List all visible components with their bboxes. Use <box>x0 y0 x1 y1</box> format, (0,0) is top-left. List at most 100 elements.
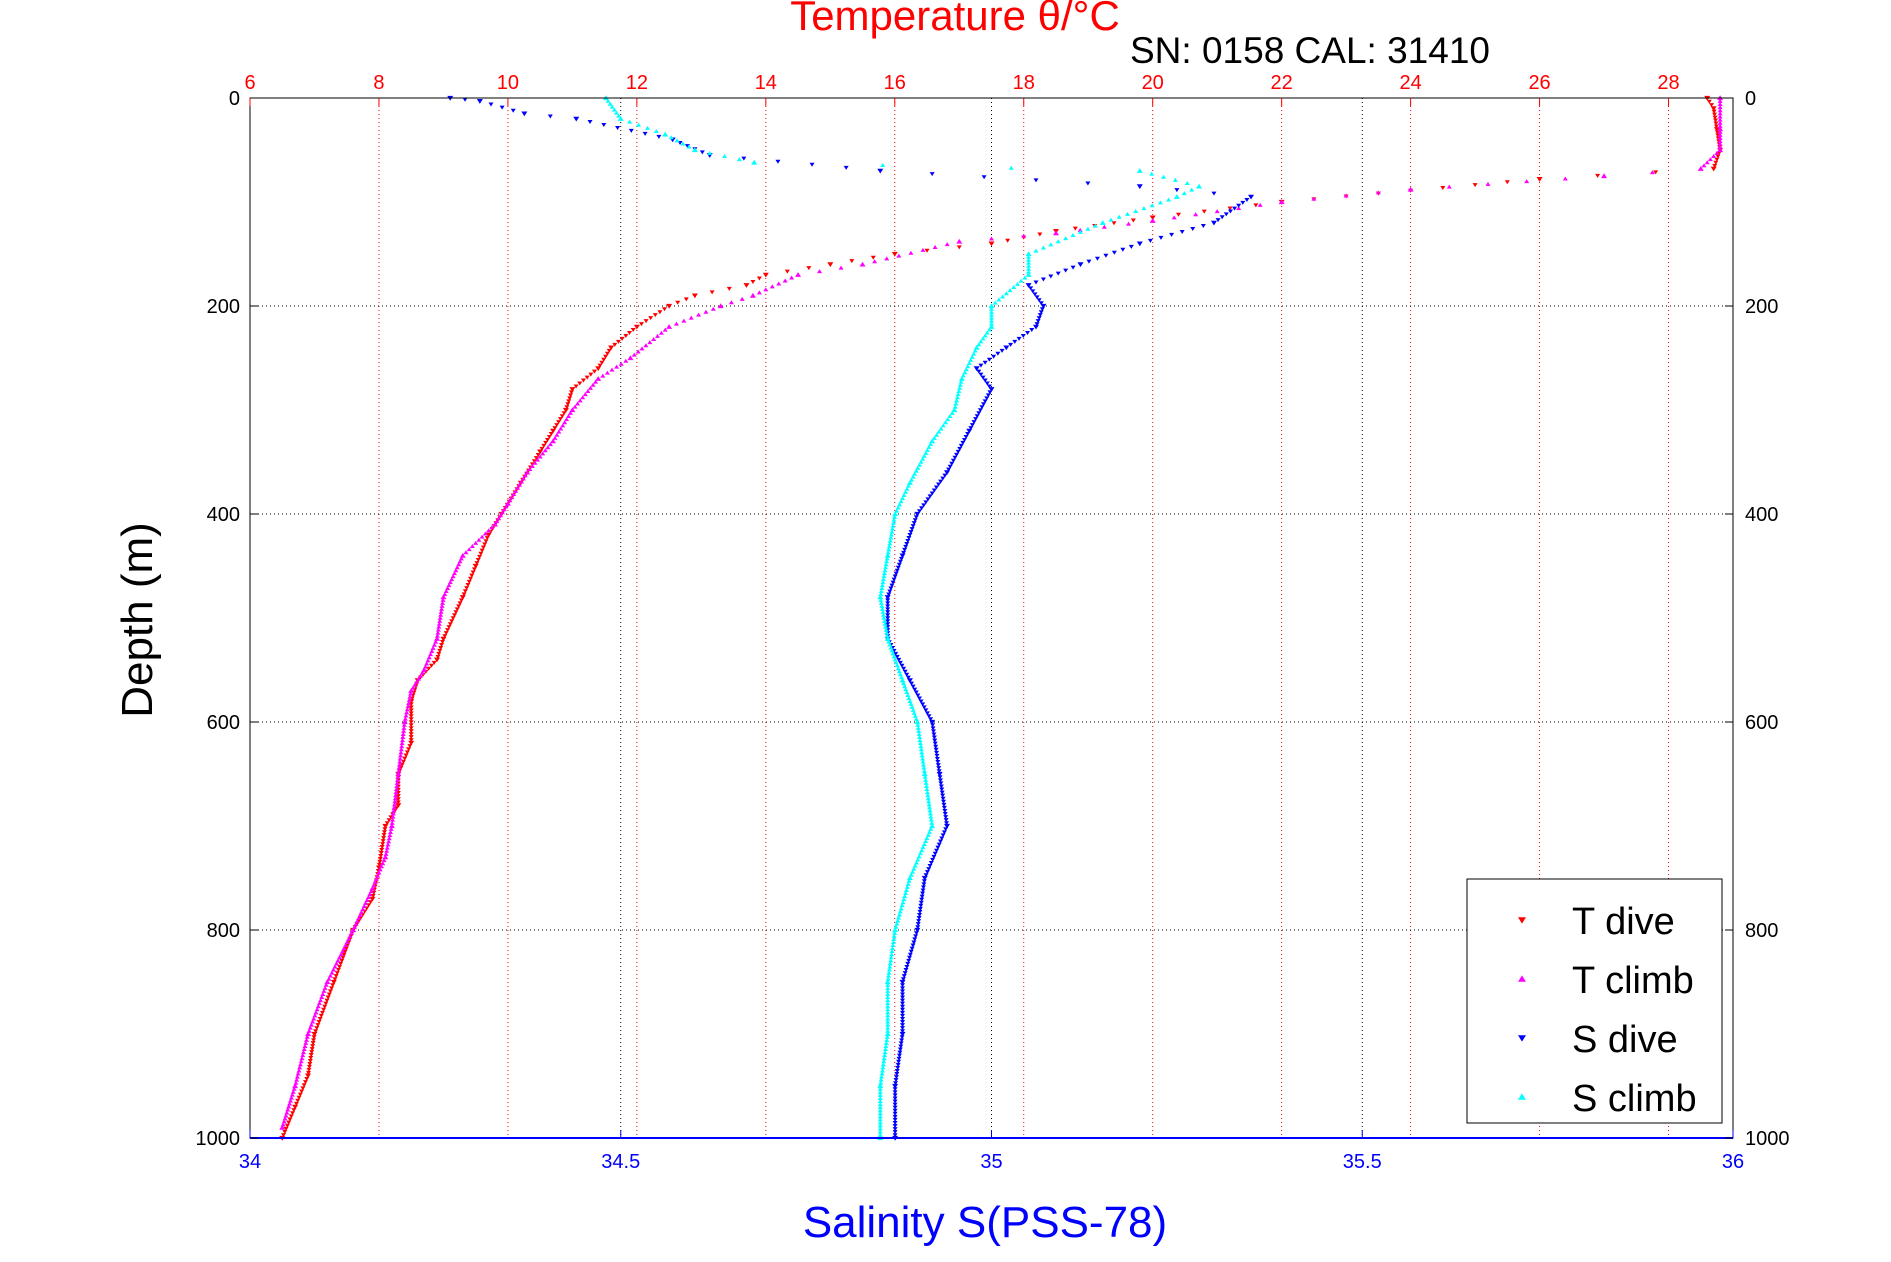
data-point <box>381 858 387 863</box>
depth-tick-label-right: 1000 <box>1745 1128 1790 1150</box>
data-point <box>402 756 408 761</box>
data-point <box>1124 211 1130 216</box>
data-point <box>1070 233 1076 238</box>
salinity-tick-label: 36 <box>1722 1151 1744 1173</box>
data-point <box>931 735 937 740</box>
data-point <box>909 477 915 482</box>
data-point <box>902 669 908 674</box>
data-point <box>304 1076 310 1081</box>
data-point <box>1033 248 1039 253</box>
data-point <box>881 1056 887 1061</box>
data-point <box>920 762 926 767</box>
data-point <box>312 1013 318 1018</box>
data-point <box>945 417 951 422</box>
data-point <box>600 373 606 378</box>
data-point <box>883 624 889 629</box>
data-point <box>627 355 634 361</box>
data-point <box>898 906 904 911</box>
data-point <box>892 1093 898 1098</box>
legend-label: S dive <box>1572 1019 1678 1061</box>
data-point <box>550 428 557 434</box>
data-point <box>521 111 528 117</box>
data-point <box>308 1022 314 1027</box>
data-point <box>901 493 907 498</box>
data-point <box>900 977 906 982</box>
data-point <box>954 452 960 457</box>
data-point <box>932 851 938 856</box>
data-point <box>1717 98 1723 103</box>
data-point <box>304 1034 310 1039</box>
data-point <box>884 256 890 261</box>
data-point <box>383 851 389 856</box>
data-point <box>1099 220 1106 225</box>
data-point <box>401 722 407 727</box>
data-point <box>395 794 401 799</box>
data-point <box>344 939 350 944</box>
data-point <box>1026 269 1032 274</box>
data-point <box>741 156 747 161</box>
data-point <box>406 701 412 706</box>
data-point <box>384 845 390 850</box>
data-point <box>1085 181 1091 186</box>
data-point <box>477 554 483 559</box>
data-point <box>1038 301 1044 306</box>
data-point <box>926 444 932 449</box>
data-point <box>900 900 906 905</box>
data-point <box>906 955 912 960</box>
data-point <box>892 927 899 933</box>
data-point <box>395 800 401 805</box>
data-point <box>937 775 943 780</box>
data-point <box>1697 166 1704 171</box>
data-point <box>587 385 593 390</box>
data-point <box>877 1108 883 1113</box>
data-point <box>877 168 884 174</box>
data-point <box>900 1026 906 1031</box>
data-point <box>379 864 385 869</box>
depth-tick-label-left: 0 <box>229 88 240 110</box>
data-point <box>893 1078 899 1083</box>
data-point <box>529 463 535 468</box>
data-point <box>457 601 463 606</box>
data-point <box>924 835 930 840</box>
data-point <box>887 538 893 543</box>
data-point <box>1710 166 1717 172</box>
points-layer <box>279 95 1724 1141</box>
data-point <box>809 162 815 167</box>
data-point <box>989 309 994 314</box>
legend-marker <box>1518 1035 1526 1042</box>
data-point <box>938 479 944 484</box>
data-point <box>330 979 337 985</box>
data-point <box>884 559 890 564</box>
data-point <box>896 1053 902 1058</box>
data-point <box>885 601 891 606</box>
data-point <box>609 367 615 372</box>
data-point <box>892 1087 898 1092</box>
data-point <box>542 448 548 453</box>
data-point <box>407 694 413 699</box>
data-point <box>370 893 376 898</box>
data-point <box>293 1080 299 1085</box>
data-point <box>895 918 901 923</box>
data-point <box>877 1083 884 1089</box>
data-point <box>934 848 940 853</box>
temperature-tick-label: 8 <box>373 72 384 94</box>
data-point <box>439 603 445 608</box>
data-point <box>928 826 934 831</box>
data-point <box>288 1098 294 1103</box>
data-point <box>885 1022 891 1027</box>
data-point <box>899 903 905 908</box>
data-point <box>703 309 709 314</box>
data-point <box>541 443 547 448</box>
data-point <box>979 405 985 410</box>
data-point <box>437 615 443 620</box>
data-point <box>1111 221 1117 226</box>
data-point <box>340 949 346 954</box>
data-point <box>388 829 394 834</box>
data-point <box>531 459 537 464</box>
data-point <box>977 408 983 413</box>
data-point <box>881 615 887 620</box>
data-point <box>339 958 345 963</box>
data-point <box>924 447 930 452</box>
data-point <box>431 642 437 647</box>
data-point <box>437 648 443 653</box>
